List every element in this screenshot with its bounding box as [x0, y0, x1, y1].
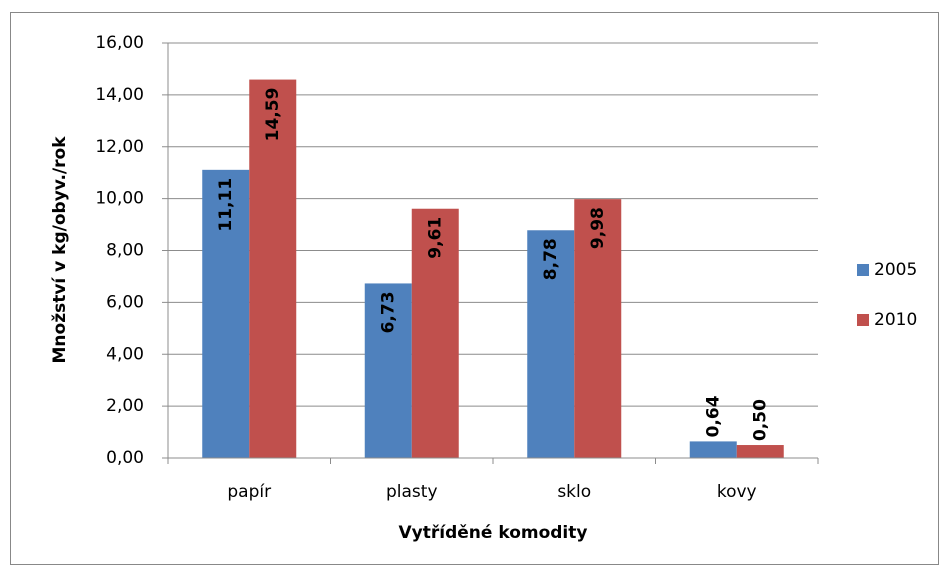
y-tick-label: 2,00 [106, 396, 144, 416]
legend-swatch [857, 264, 869, 276]
bar [574, 199, 622, 459]
value-label: 0,64 [703, 395, 723, 437]
y-tick-label: 8,00 [106, 241, 144, 261]
chart-frame [10, 12, 939, 565]
value-label: 6,73 [378, 291, 398, 333]
bar [249, 79, 297, 459]
bar [202, 169, 250, 458]
value-label: 9,61 [425, 217, 445, 259]
y-axis-title: Množství v kg/obyv./rok [50, 136, 70, 364]
x-tick-label: papír [227, 482, 271, 502]
value-label: 11,11 [216, 178, 236, 232]
x-tick-label: sklo [557, 482, 591, 502]
y-tick-label: 6,00 [106, 292, 144, 312]
y-tick-label: 4,00 [106, 344, 144, 364]
value-label: 14,59 [263, 88, 283, 142]
y-tick-label: 0,00 [106, 448, 144, 468]
value-label: 9,98 [588, 207, 608, 249]
legend-label: 2005 [874, 260, 917, 280]
value-label: 8,78 [541, 238, 561, 280]
x-tick-label: kovy [717, 482, 757, 502]
y-tick-label: 12,00 [95, 137, 144, 157]
y-tick-label: 10,00 [95, 189, 144, 209]
x-tick-label: plasty [386, 482, 438, 502]
y-tick-label: 14,00 [95, 85, 144, 105]
legend-label: 2010 [874, 310, 917, 330]
x-axis-title: Vytříděné komodity [399, 523, 588, 543]
bar [736, 445, 784, 458]
bar [411, 208, 459, 458]
value-label: 0,50 [750, 399, 770, 441]
legend-swatch [857, 314, 869, 326]
bar [527, 230, 575, 458]
y-tick-label: 16,00 [95, 33, 144, 53]
bar [689, 441, 737, 458]
bar [364, 283, 412, 458]
